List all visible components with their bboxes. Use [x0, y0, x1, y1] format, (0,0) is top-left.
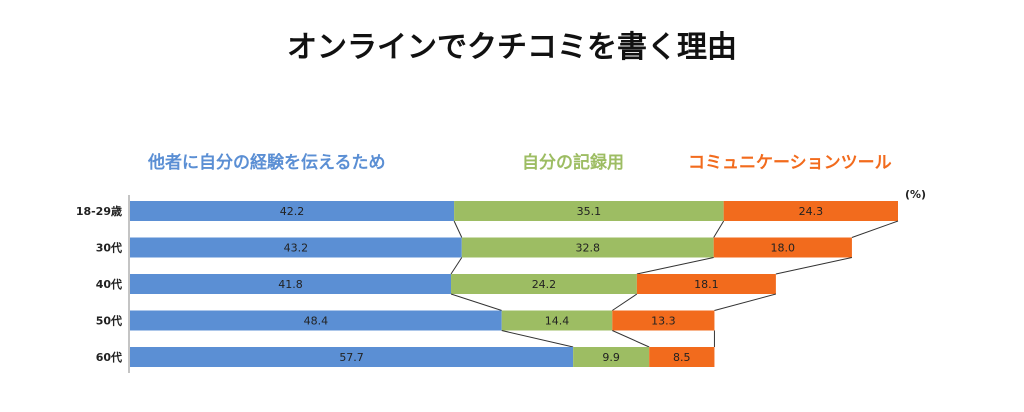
data-label: 9.9 — [602, 351, 620, 364]
series-connector-line — [714, 293, 777, 311]
category-label: 40代 — [96, 277, 122, 291]
data-label: 42.2 — [280, 205, 305, 218]
bar-segment — [130, 237, 462, 258]
legend-item-experience: 他者に自分の経験を伝えるため — [148, 153, 386, 173]
series-connector-line — [501, 330, 574, 348]
data-label: 35.1 — [577, 205, 602, 218]
bar-segment — [130, 274, 452, 294]
series-connector-line — [450, 293, 502, 311]
chart-title: オンラインでクチコミを書く理由 — [287, 30, 737, 65]
data-label: 13.3 — [651, 315, 676, 328]
bar-segment — [636, 274, 776, 294]
series-connector-line — [713, 220, 725, 238]
legend-item-record: 自分の記録用 — [522, 153, 624, 173]
series-connector-line — [851, 220, 899, 238]
data-label: 43.2 — [284, 242, 309, 255]
series-connector-line — [450, 257, 463, 275]
bar-segment — [130, 310, 502, 331]
category-label: 50代 — [96, 314, 122, 328]
unit-label: (%) — [905, 188, 926, 201]
data-label: 48.4 — [304, 315, 329, 328]
series-connector-line — [612, 293, 638, 311]
series-connector-line — [775, 257, 853, 275]
category-label: 30代 — [96, 241, 122, 255]
bar-segment — [454, 201, 724, 221]
data-label: 24.2 — [532, 278, 557, 291]
data-label: 14.4 — [545, 315, 570, 328]
category-label: 18-29歳 — [76, 204, 122, 218]
data-label: 18.0 — [771, 242, 796, 255]
bar-segment — [573, 347, 650, 367]
bar-segment — [612, 310, 715, 331]
data-label: 57.7 — [339, 351, 364, 364]
bar-segment — [723, 201, 898, 221]
data-label: 32.8 — [575, 242, 600, 255]
data-label: 41.8 — [278, 278, 303, 291]
bar-segment — [713, 237, 852, 258]
series-connector-line — [612, 330, 650, 348]
legend-item-communication: コミュニケーションツール — [688, 153, 892, 173]
series-connector-line — [636, 257, 714, 275]
bar-segment — [130, 201, 455, 221]
data-label: 8.5 — [673, 351, 691, 364]
bar-segment — [130, 347, 574, 367]
data-label: 24.3 — [799, 205, 824, 218]
bar-segment — [461, 237, 714, 258]
series-connector-line — [453, 220, 463, 238]
bar-segment — [451, 274, 637, 294]
data-label: 18.1 — [694, 278, 719, 291]
bar-segment — [501, 310, 613, 331]
category-label: 60代 — [96, 350, 122, 364]
bar-segment — [649, 347, 715, 367]
